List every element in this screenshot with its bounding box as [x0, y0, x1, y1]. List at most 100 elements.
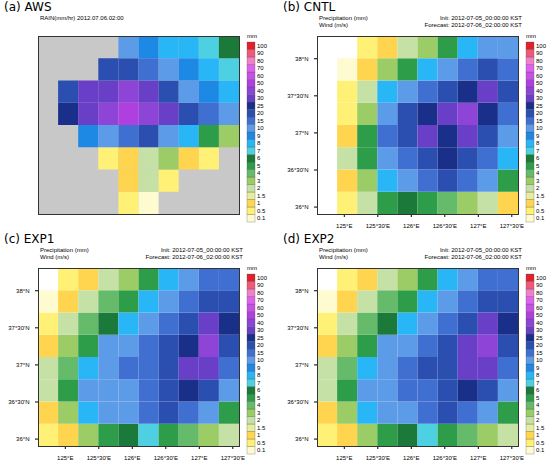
svg-text:90: 90	[536, 50, 543, 56]
svg-text:70: 70	[536, 65, 543, 71]
svg-text:5: 5	[257, 163, 261, 169]
svg-text:90: 90	[257, 50, 264, 56]
svg-text:mm: mm	[526, 33, 536, 39]
svg-text:126°E: 126°E	[403, 455, 419, 461]
svg-text:90: 90	[536, 282, 543, 288]
svg-text:20: 20	[536, 110, 543, 116]
svg-text:mm: mm	[247, 265, 257, 271]
svg-text:15: 15	[257, 118, 264, 124]
svg-text:37°N: 37°N	[295, 130, 308, 136]
svg-text:37°30'N: 37°30'N	[8, 325, 29, 331]
svg-text:1.5: 1.5	[536, 425, 545, 431]
svg-text:5: 5	[536, 395, 540, 401]
svg-text:37°N: 37°N	[16, 362, 29, 368]
svg-text:8: 8	[257, 140, 261, 146]
svg-text:2: 2	[257, 417, 261, 423]
svg-text:1: 1	[536, 200, 540, 206]
svg-text:125°30'E: 125°30'E	[366, 223, 390, 229]
svg-text:4: 4	[257, 402, 261, 408]
svg-text:125°E: 125°E	[336, 455, 352, 461]
svg-text:80: 80	[536, 58, 543, 64]
svg-text:80: 80	[257, 58, 264, 64]
svg-text:6: 6	[257, 387, 261, 393]
svg-text:127°30'E: 127°30'E	[221, 455, 245, 461]
svg-text:50: 50	[257, 312, 264, 318]
svg-text:7: 7	[257, 148, 261, 154]
svg-text:5: 5	[257, 395, 261, 401]
svg-text:4: 4	[536, 170, 540, 176]
svg-text:90: 90	[257, 282, 264, 288]
svg-text:0.5: 0.5	[536, 440, 545, 446]
svg-text:36°N: 36°N	[16, 436, 29, 442]
svg-text:30: 30	[536, 327, 543, 333]
svg-text:20: 20	[257, 110, 264, 116]
svg-text:15: 15	[536, 118, 543, 124]
svg-text:70: 70	[536, 297, 543, 303]
svg-text:4: 4	[257, 170, 261, 176]
svg-text:1.5: 1.5	[257, 193, 266, 199]
svg-text:0.5: 0.5	[257, 208, 266, 214]
svg-text:70: 70	[257, 65, 264, 71]
svg-text:70: 70	[257, 297, 264, 303]
svg-text:6: 6	[536, 387, 540, 393]
svg-text:9: 9	[257, 365, 261, 371]
svg-text:38°N: 38°N	[16, 288, 29, 294]
svg-text:1: 1	[536, 432, 540, 438]
svg-text:25: 25	[536, 103, 543, 109]
svg-text:127°30'E: 127°30'E	[500, 455, 524, 461]
svg-text:126°30'E: 126°30'E	[433, 455, 457, 461]
svg-text:6: 6	[536, 155, 540, 161]
svg-text:7: 7	[536, 148, 540, 154]
svg-text:80: 80	[257, 290, 264, 296]
svg-text:1: 1	[257, 432, 261, 438]
svg-text:1.5: 1.5	[257, 425, 266, 431]
svg-text:38°N: 38°N	[295, 56, 308, 62]
svg-text:38°N: 38°N	[295, 288, 308, 294]
svg-text:126°30'E: 126°30'E	[154, 455, 178, 461]
svg-text:60: 60	[536, 73, 543, 79]
svg-text:30: 30	[257, 95, 264, 101]
svg-text:7: 7	[536, 380, 540, 386]
svg-text:36°30'N: 36°30'N	[287, 399, 308, 405]
svg-text:9: 9	[536, 365, 540, 371]
svg-text:40: 40	[257, 88, 264, 94]
svg-text:50: 50	[257, 80, 264, 86]
svg-text:125°30'E: 125°30'E	[87, 455, 111, 461]
svg-text:36°N: 36°N	[295, 436, 308, 442]
svg-text:127°30'E: 127°30'E	[500, 223, 524, 229]
svg-text:10: 10	[257, 125, 264, 131]
svg-text:60: 60	[257, 305, 264, 311]
svg-text:60: 60	[257, 73, 264, 79]
svg-text:40: 40	[536, 320, 543, 326]
svg-text:3: 3	[536, 410, 540, 416]
svg-text:9: 9	[536, 133, 540, 139]
svg-text:60: 60	[536, 305, 543, 311]
svg-text:2: 2	[536, 417, 540, 423]
svg-text:mm: mm	[526, 265, 536, 271]
svg-text:6: 6	[257, 155, 261, 161]
svg-text:20: 20	[536, 342, 543, 348]
svg-text:25: 25	[257, 335, 264, 341]
svg-text:9: 9	[257, 133, 261, 139]
svg-text:30: 30	[536, 95, 543, 101]
svg-text:125°E: 125°E	[336, 223, 352, 229]
svg-text:4: 4	[536, 402, 540, 408]
svg-text:36°30'N: 36°30'N	[287, 167, 308, 173]
svg-text:37°30'N: 37°30'N	[287, 93, 308, 99]
svg-text:0.1: 0.1	[536, 215, 545, 221]
svg-text:5: 5	[536, 163, 540, 169]
svg-text:50: 50	[536, 80, 543, 86]
svg-text:100: 100	[536, 275, 547, 281]
svg-text:25: 25	[257, 103, 264, 109]
svg-text:8: 8	[536, 140, 540, 146]
svg-text:10: 10	[536, 357, 543, 363]
svg-text:125°E: 125°E	[57, 455, 73, 461]
svg-text:0.5: 0.5	[536, 208, 545, 214]
svg-text:40: 40	[536, 88, 543, 94]
svg-text:1: 1	[257, 200, 261, 206]
svg-text:15: 15	[536, 350, 543, 356]
svg-text:100: 100	[536, 43, 547, 49]
svg-text:37°30'N: 37°30'N	[287, 325, 308, 331]
svg-text:80: 80	[536, 290, 543, 296]
svg-text:125°30'E: 125°30'E	[366, 455, 390, 461]
